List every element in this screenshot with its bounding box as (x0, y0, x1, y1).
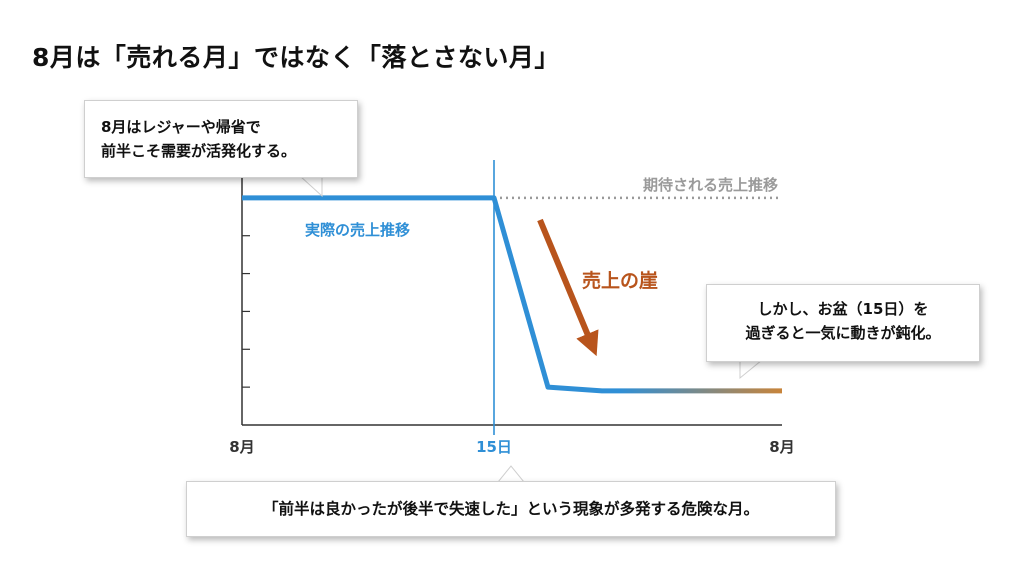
callout-summary: 「前半は良かったが後半で失速した」という現象が多発する危険な月。 (186, 481, 836, 537)
callout-early-demand-tail (298, 175, 323, 198)
x-tick-label: 8月 (769, 438, 794, 456)
x-tick-label: 15日 (476, 438, 512, 456)
sales-cliff-label: 売上の崖 (582, 269, 658, 292)
callout-slowdown-tail (739, 359, 764, 380)
page-title: 8月は「売れる月」ではなく「落とさない月」 (32, 43, 560, 72)
actual-sales-line (242, 195, 782, 394)
callout-early-demand-line-2: 前半こそ需要が活発化する。 (101, 142, 297, 160)
callout-summary-text: 「前半は良かったが後半で失速した」という現象が多発する危険な月。 (262, 500, 759, 518)
callout-slowdown: しかし、お盆（15日）を 過ぎると一気に動きが鈍化。 (706, 284, 980, 362)
x-tick-label: 8月 (229, 438, 254, 456)
callout-slowdown-line-1: しかし、お盆（15日）を (757, 300, 929, 318)
actual-sales-label: 実際の売上推移 (305, 221, 410, 239)
callout-early-demand-line-1: 8月はレジャーや帰省で (101, 118, 261, 136)
expected-sales-label: 期待される売上推移 (643, 176, 778, 194)
cliff-arrow (537, 218, 599, 357)
callout-early-demand: 8月はレジャーや帰省で 前半こそ需要が活発化する。 (84, 100, 358, 178)
callout-slowdown-line-2: 過ぎると一気に動きが鈍化。 (745, 324, 941, 342)
callout-summary-tail (496, 465, 526, 483)
